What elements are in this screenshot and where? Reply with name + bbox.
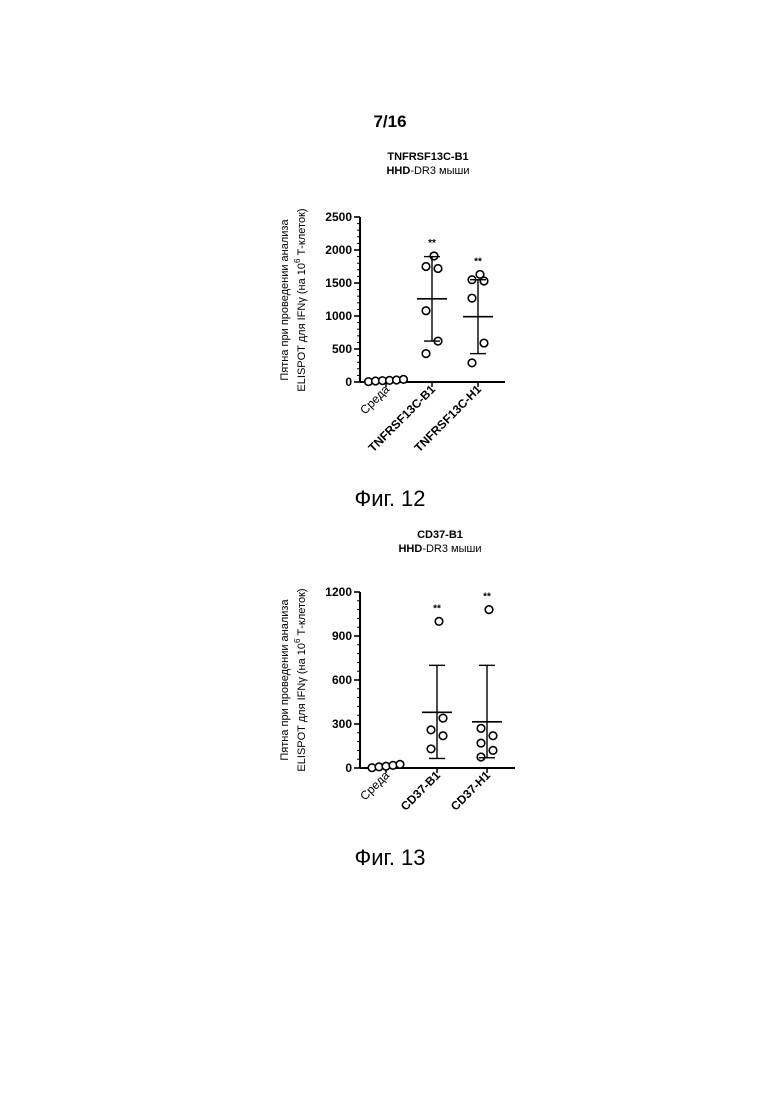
chart-title-strain-bold: HHD (398, 543, 422, 555)
data-point (477, 753, 485, 761)
chart-fig13: 0 300 600 900 1200 Пятна при проведении анали… (0, 570, 780, 850)
data-point (485, 606, 493, 614)
significance-marker: ** (483, 592, 491, 603)
data-point (476, 271, 484, 279)
chart-title-line2: HHD-DR3 мыши (278, 164, 578, 178)
data-point (468, 294, 476, 302)
data-point (434, 265, 442, 273)
significance-marker: ** (428, 238, 436, 249)
y-tick-label: 500 (332, 342, 352, 356)
y-axis-label-line2: ELISPOT для IFNγ (на 106 Т-клеток) (293, 208, 308, 391)
chart-title-strain-bold: HHD (386, 165, 410, 177)
y-axis-label-text-end: Т-клеток) (296, 588, 308, 638)
data-point (489, 747, 497, 755)
y-axis-label-line2: ELISPOT для IFNγ (на 106 Т-клеток) (293, 588, 308, 771)
figure-caption-13: Фиг. 13 (0, 845, 780, 871)
y-tick-label: 0 (345, 761, 352, 775)
data-point (422, 307, 430, 315)
chart-title-line1: CD37-B1 (290, 528, 590, 542)
chart-fig12: 0 500 1000 1500 2000 2500 Пятна при проведении… (0, 190, 780, 490)
y-axis-label-text: ELISPOT для IFNγ (на 10 (296, 263, 308, 392)
y-tick-label: 2000 (325, 243, 352, 257)
x-tick-label: CD37-B1 (398, 768, 443, 813)
data-point (422, 350, 430, 358)
x-tick-label: Среда (357, 382, 392, 417)
y-tick-label: 600 (332, 673, 352, 687)
chart-title-fig13: CD37-B1 HHD-DR3 мыши (290, 528, 590, 556)
y-tick-label: 1500 (325, 276, 352, 290)
significance-marker: ** (474, 256, 482, 267)
y-tick-label: 1000 (325, 309, 352, 323)
x-tick-label: CD37-H1 (448, 768, 493, 813)
data-point (477, 725, 485, 733)
y-axis-label-line1: Пятна при проведении анализа (279, 599, 291, 761)
significance-marker: ** (433, 603, 441, 614)
y-tick-label: 2500 (325, 210, 352, 224)
y-tick-label: 1200 (325, 585, 352, 599)
data-point (427, 726, 435, 734)
chart-title-line2: HHD-DR3 мыши (290, 542, 590, 556)
data-point (489, 732, 497, 740)
data-point (477, 739, 485, 747)
x-tick-label: Среда (357, 768, 392, 803)
figure-caption-12: Фиг. 12 (0, 486, 780, 512)
data-point (422, 263, 430, 271)
data-point (439, 732, 447, 740)
chart-title-line1: TNFRSF13C-B1 (278, 150, 578, 164)
data-point (480, 339, 488, 347)
data-point (400, 376, 408, 384)
y-tick-label: 0 (345, 375, 352, 389)
y-tick-label: 900 (332, 629, 352, 643)
y-axis-label-line1: Пятна при проведении анализа (279, 219, 291, 381)
y-axis-label-text-end: Т-клеток) (296, 208, 308, 258)
data-point (396, 761, 404, 769)
chart-title-fig12: TNFRSF13C-B1 HHD-DR3 мыши (278, 150, 578, 178)
y-tick-label: 300 (332, 717, 352, 731)
page-number: 7/16 (0, 112, 780, 132)
y-axis-label-text: ELISPOT для IFNγ (на 10 (296, 643, 308, 772)
chart-title-strain-rest: -DR3 мыши (410, 165, 469, 177)
chart-title-strain-rest: -DR3 мыши (422, 543, 481, 555)
data-point (427, 745, 435, 753)
data-point (468, 359, 476, 367)
data-point (435, 618, 443, 626)
data-point (439, 714, 447, 722)
